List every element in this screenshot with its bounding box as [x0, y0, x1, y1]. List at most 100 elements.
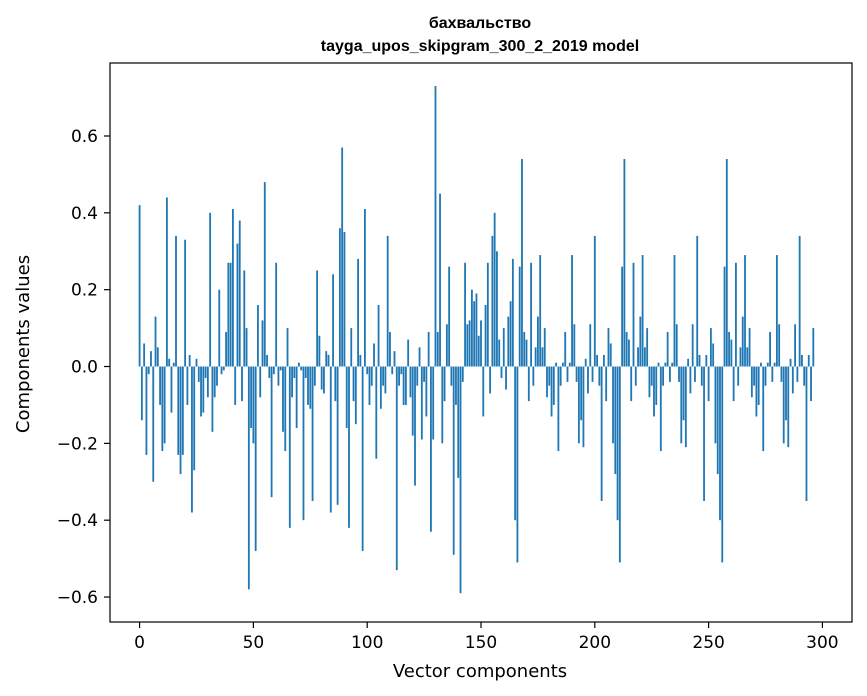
- bar: [705, 354, 708, 367]
- bar: [571, 255, 573, 367]
- bar: [341, 147, 344, 367]
- bar: [632, 262, 635, 367]
- bar: [707, 366, 710, 402]
- bar: [507, 316, 510, 367]
- bar: [775, 255, 778, 367]
- bar: [714, 366, 717, 444]
- bar: [252, 366, 255, 444]
- bar: [200, 366, 202, 417]
- bar: [703, 366, 705, 501]
- bar: [286, 328, 289, 367]
- x-tick-label: 100: [351, 633, 383, 653]
- bar: [787, 366, 790, 448]
- bar: [741, 316, 744, 367]
- bar: [448, 266, 451, 367]
- bar: [539, 255, 542, 367]
- bar: [382, 366, 385, 386]
- bar: [757, 366, 760, 405]
- bar: [150, 351, 152, 367]
- bar: [227, 262, 230, 367]
- bar: [516, 366, 519, 563]
- bar: [191, 366, 193, 513]
- bar: [284, 366, 287, 452]
- bar: [589, 324, 592, 367]
- bar: [254, 366, 257, 551]
- bar: [348, 366, 350, 528]
- bar: [138, 205, 141, 367]
- bar: [564, 331, 567, 367]
- bar: [279, 366, 282, 371]
- bar: [719, 366, 721, 521]
- bar: [318, 335, 321, 367]
- bar: [791, 366, 794, 394]
- bar: [172, 362, 175, 367]
- bar: [628, 339, 630, 367]
- bar: [566, 366, 569, 382]
- bar: [489, 366, 492, 394]
- bar: [197, 366, 200, 382]
- bar: [225, 331, 227, 367]
- bar: [179, 366, 182, 475]
- bar: [359, 354, 362, 367]
- bar: [505, 366, 507, 390]
- bar: [455, 366, 457, 405]
- bar: [748, 328, 751, 367]
- bar: [696, 235, 699, 367]
- bar: [350, 328, 353, 367]
- chart-title-line2: tayga_upos_skipgram_300_2_2019 model: [321, 38, 639, 55]
- bar: [304, 366, 307, 379]
- bar: [725, 159, 728, 367]
- bar: [425, 366, 428, 417]
- bar: [746, 347, 749, 367]
- bar: [195, 358, 198, 367]
- bar: [432, 366, 435, 440]
- bar: [616, 366, 619, 521]
- bar: [587, 366, 589, 394]
- bar: [778, 324, 781, 367]
- bar: [657, 362, 660, 367]
- bar: [532, 366, 535, 386]
- y-tick-label: −0.2: [57, 434, 98, 454]
- bar: [295, 366, 298, 428]
- bar: [418, 347, 421, 367]
- bar: [193, 366, 196, 471]
- y-tick-label: 0.4: [71, 204, 98, 224]
- bar: [457, 366, 460, 478]
- bar: [307, 366, 309, 405]
- bar: [229, 262, 232, 367]
- bar: [810, 366, 812, 402]
- bar: [502, 328, 505, 367]
- bar: [721, 366, 724, 563]
- bar: [370, 366, 373, 386]
- bar: [680, 366, 683, 444]
- bar: [662, 366, 664, 386]
- bar: [216, 366, 218, 386]
- bar: [730, 339, 733, 367]
- bar: [675, 324, 678, 367]
- bar: [737, 366, 740, 386]
- x-tick-label: 300: [806, 633, 838, 653]
- bar: [461, 366, 464, 382]
- bar: [762, 366, 765, 452]
- bar: [311, 366, 314, 501]
- bar: [769, 331, 771, 367]
- bar: [596, 354, 598, 367]
- bar: [669, 366, 671, 382]
- bar: [523, 331, 526, 367]
- bar: [298, 362, 300, 367]
- bar: [666, 331, 669, 367]
- bar: [484, 305, 487, 367]
- bar: [325, 351, 328, 367]
- bar: [379, 366, 382, 409]
- bar: [445, 324, 448, 367]
- bar: [245, 328, 248, 367]
- bar: [236, 243, 239, 367]
- bar: [602, 354, 605, 367]
- bar: [468, 320, 471, 367]
- bar: [263, 182, 266, 367]
- bar: [671, 362, 674, 367]
- bar: [464, 262, 466, 367]
- bar: [316, 270, 319, 367]
- bar: [498, 339, 501, 367]
